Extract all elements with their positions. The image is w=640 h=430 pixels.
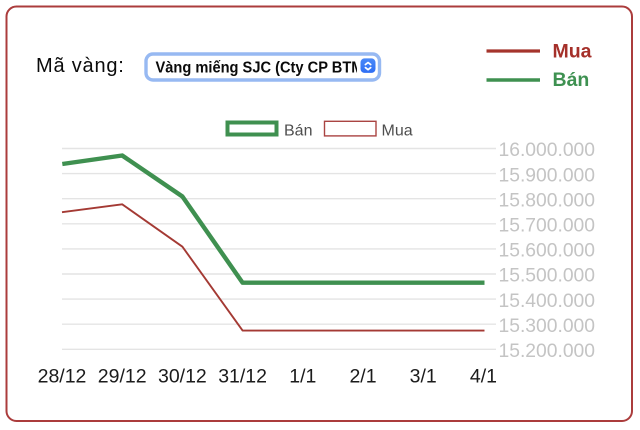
- svg-text:3/1: 3/1: [410, 366, 437, 388]
- svg-text:Bán: Bán: [553, 69, 590, 91]
- svg-text:Bán: Bán: [284, 122, 312, 139]
- svg-text:Mã vàng:: Mã vàng:: [36, 55, 125, 77]
- svg-text:15.600.000: 15.600.000: [499, 241, 596, 262]
- svg-text:4/1: 4/1: [470, 366, 497, 388]
- svg-text:Vàng miếng SJC (Cty CP BTM: Vàng miếng SJC (Cty CP BTM: [156, 59, 364, 76]
- svg-text:15.200.000: 15.200.000: [499, 341, 596, 362]
- svg-text:15.500.000: 15.500.000: [499, 266, 596, 287]
- svg-text:15.300.000: 15.300.000: [499, 316, 596, 337]
- svg-text:15.800.000: 15.800.000: [499, 190, 596, 211]
- svg-text:2/1: 2/1: [349, 366, 376, 388]
- svg-text:30/12: 30/12: [158, 366, 207, 388]
- svg-text:15.700.000: 15.700.000: [499, 216, 596, 237]
- svg-text:31/12: 31/12: [218, 366, 267, 388]
- svg-text:15.900.000: 15.900.000: [499, 165, 596, 186]
- svg-text:29/12: 29/12: [98, 366, 147, 388]
- svg-text:15.400.000: 15.400.000: [499, 291, 596, 312]
- svg-text:Mua: Mua: [553, 41, 592, 63]
- svg-text:16.000.000: 16.000.000: [499, 140, 596, 161]
- svg-text:28/12: 28/12: [38, 366, 87, 388]
- svg-text:Mua: Mua: [382, 122, 413, 139]
- svg-text:1/1: 1/1: [289, 366, 316, 388]
